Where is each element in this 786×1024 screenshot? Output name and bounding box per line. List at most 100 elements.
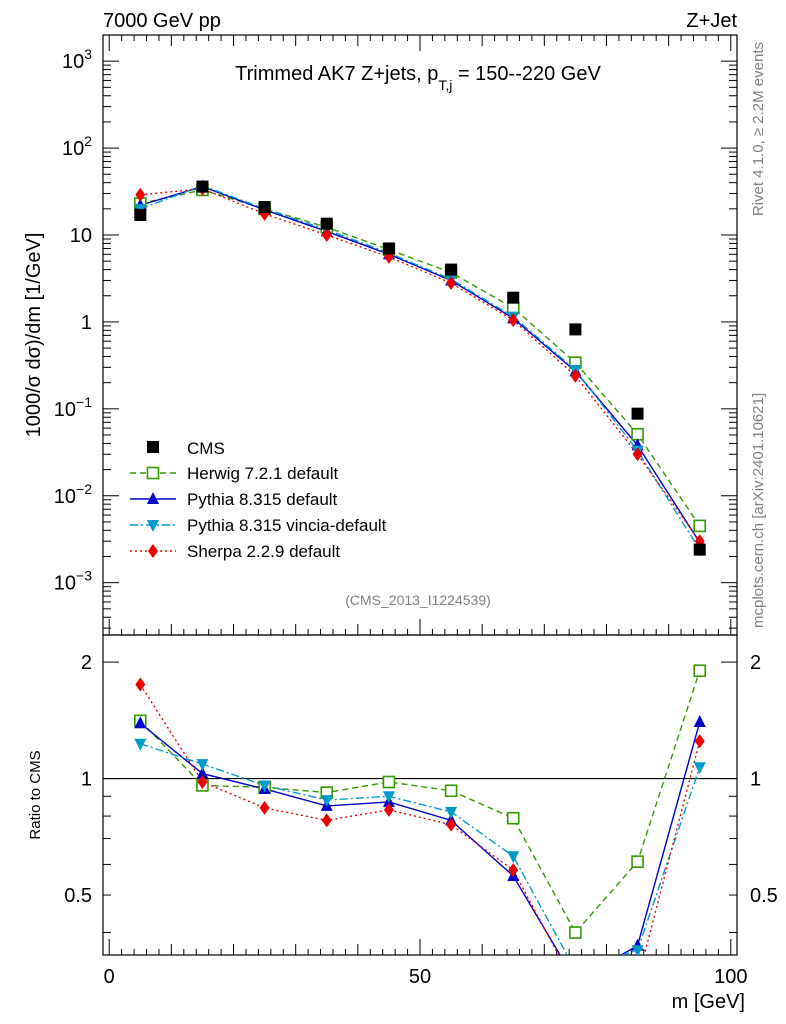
ratio-point-4 (446, 817, 457, 832)
ratio-point-1 (631, 855, 644, 868)
ratio-point-4 (508, 863, 519, 878)
ratio-tick-label: 1 (81, 769, 92, 791)
ratio-point-3 (507, 851, 520, 864)
ratio-point-1 (506, 811, 520, 825)
rivet-label: Rivet 4.1.0, ≥ 2.2M events (750, 42, 767, 216)
header-left: 7000 GeV pp (103, 10, 221, 32)
ratio-point-4 (197, 774, 208, 789)
ratio-point-3 (196, 759, 209, 772)
data-point (320, 217, 333, 230)
ratio-point-3 (569, 965, 581, 977)
data-point (382, 242, 395, 255)
data-point (258, 200, 271, 213)
legend-label-4: Sherpa 2.2.9 default (187, 542, 340, 561)
analysis-id: (CMS_2013_I1224539) (345, 592, 491, 608)
y-tick-exponent: −1 (76, 394, 92, 410)
title-main: Trimmed AK7 Z+jets, p (235, 63, 438, 85)
ratio-point-1 (693, 664, 707, 678)
ratio-point-1 (569, 926, 582, 939)
ratio-line-2 (139, 721, 701, 955)
legend-marker-1 (146, 466, 160, 480)
ratio-point-1 (444, 784, 458, 798)
series-line-2 (140, 185, 701, 543)
x-tick-label: 50 (409, 966, 431, 988)
legend-label-data: CMS (187, 439, 225, 458)
data-point (507, 291, 520, 304)
y-tick-label: 10−2 (54, 481, 92, 508)
series-line-1 (140, 189, 701, 527)
y-tick-label: 103 (62, 46, 92, 73)
ratio-point-4 (259, 800, 270, 815)
ratio-point-3 (631, 945, 644, 955)
title-rest: = 150--220 GeV (452, 63, 601, 85)
y-tick-label: 1 (81, 312, 92, 334)
y-tick-exponent: 2 (84, 133, 92, 149)
series-point-1 (631, 427, 644, 441)
ratio-tick-label-right: 1 (750, 769, 761, 791)
ratio-axis-label: Ratio to CMS (27, 750, 44, 839)
ratio-point-1 (382, 775, 396, 789)
legend-label-3: Pythia 8.315 vincia-default (187, 516, 387, 535)
tick-labels: 0 50 100 10−3 10−2 10−1 1 10 102 103 0.5 0.5 1 1 2 2 (54, 46, 778, 988)
series-point-4 (135, 187, 146, 202)
main-series-layer (133, 179, 707, 557)
legend-marker-data (147, 441, 159, 453)
ratio-point-4 (383, 802, 394, 817)
data-point (693, 543, 706, 556)
ratio-point-2 (693, 715, 706, 728)
ratio-series-layer (133, 664, 707, 994)
data-point (134, 208, 147, 221)
x-axis-label: m [GeV] (672, 991, 745, 1013)
ratio-point-3 (134, 738, 147, 751)
ratio-point-3 (693, 762, 706, 775)
data-point (196, 180, 209, 193)
ratio-line-4 (139, 684, 701, 955)
data-point (445, 263, 458, 276)
y-tick-exponent: 3 (84, 46, 92, 62)
chart-title: Trimmed AK7 Z+jets, pT,j = 150--220 GeV (235, 63, 601, 93)
series-point-4 (632, 447, 643, 462)
title-sub: T,j (438, 77, 452, 93)
series-line-3 (140, 184, 701, 550)
series-point-1 (693, 519, 707, 533)
ratio-point-2 (196, 766, 209, 779)
series-point-4 (446, 276, 457, 291)
y-tick-label: 10−1 (54, 394, 92, 421)
legend-marker-3 (147, 520, 159, 532)
legend-marker-2 (147, 492, 159, 504)
y-axis-label: 1000/σ dσ)/dm [1/GeV] (23, 233, 45, 438)
series-line-4 (140, 188, 701, 542)
ratio-point-4 (321, 813, 332, 828)
ratio-tick-label-right: 0.5 (750, 885, 778, 907)
y-tick-label: 102 (62, 133, 92, 160)
header-right: Z+Jet (686, 10, 737, 32)
series-point-4 (321, 228, 332, 242)
ratio-line-3 (140, 743, 701, 955)
ratio-tick-label: 0.5 (64, 885, 92, 907)
ratio-line-1 (139, 670, 701, 934)
series-point-4 (508, 313, 519, 328)
ratio-tick-label: 2 (81, 652, 92, 674)
legend-label-2: Pythia 8.315 default (187, 490, 338, 509)
ratio-point-2 (569, 974, 581, 986)
ratio-point-2 (134, 716, 147, 729)
ratio-point-4 (570, 980, 580, 994)
ratio-panel-frame (102, 634, 738, 956)
ratio-point-4 (135, 677, 146, 692)
legend-marker-4 (148, 544, 158, 558)
ratio-point-4 (694, 734, 705, 749)
y-tick-exponent: −2 (76, 481, 92, 497)
data-point (569, 323, 582, 336)
ratio-point-4 (633, 974, 643, 988)
ratio-tick-label-right: 2 (750, 652, 761, 674)
ratio-point-3 (382, 791, 395, 804)
ratio-point-3 (445, 806, 458, 819)
series-point-4 (383, 249, 394, 264)
axis-ticks (103, 34, 737, 955)
x-tick-label: 100 (714, 966, 747, 988)
legend-label-1: Herwig 7.2.1 default (187, 464, 338, 483)
mcplots-label: mcplots.cern.ch [arXiv:2401.10621] (750, 393, 767, 628)
series-point-4 (570, 368, 581, 383)
y-tick-label: 10−3 (54, 568, 92, 595)
